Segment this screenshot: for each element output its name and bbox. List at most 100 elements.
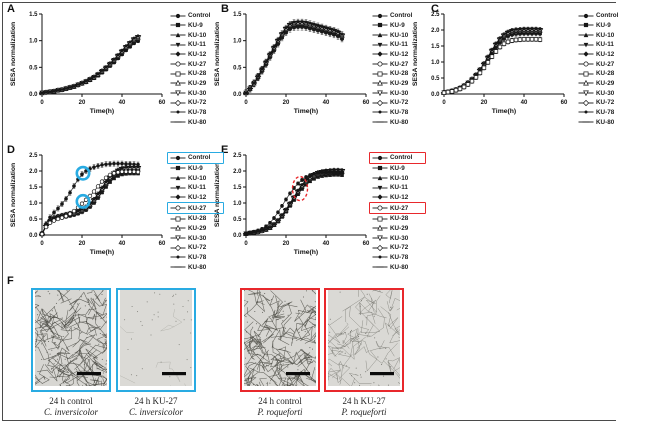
legend-marker-icon	[578, 121, 594, 123]
svg-text:0.0: 0.0	[431, 92, 440, 98]
legend-marker-icon	[170, 121, 186, 123]
legend-label: KU-9	[390, 164, 405, 172]
series-ku-29	[243, 168, 345, 236]
legend-label: KU-30	[596, 89, 615, 97]
legend-label: KU-9	[390, 21, 405, 29]
legend-item-ku-11: KU-11	[372, 183, 426, 193]
micrograph-caption-line1: 24 h control	[258, 396, 302, 406]
micrograph-1: 24 h control C. inversicolor	[21, 257, 129, 418]
legend-marker-icon	[578, 90, 594, 97]
legend-item-ku-10: KU-10	[372, 173, 426, 183]
legend-label: Control	[188, 12, 211, 20]
legend-marker-icon	[170, 90, 186, 97]
legend-marker-icon	[170, 205, 186, 211]
svg-text:40: 40	[323, 100, 330, 106]
legend-marker-icon	[372, 255, 388, 259]
legend-marker-icon	[578, 32, 594, 38]
legend-label: KU-11	[390, 184, 408, 192]
legend-item-ku-9: KU-9	[372, 21, 426, 31]
legend-item-ku-27: KU-27	[372, 59, 426, 69]
svg-text:1.5: 1.5	[233, 12, 242, 18]
svg-text:Time(h): Time(h)	[90, 108, 114, 115]
legend-marker-icon	[578, 13, 594, 18]
legend-item-ku-10: KU-10	[170, 173, 224, 183]
legend-label: KU-27	[188, 204, 207, 212]
legend-marker-icon	[372, 244, 388, 251]
legend-item-ku-80: KU-80	[170, 117, 224, 127]
panel-label-a: A	[7, 3, 15, 15]
legend-label: Control	[596, 12, 619, 20]
micrograph-caption-line2: C. inversicolor	[129, 407, 183, 417]
panel-a-chart: 0.0 0.5 1.0 1.5 0 20 40 60 SESA normalization Tim…	[8, 6, 168, 120]
legend-marker-icon	[372, 61, 388, 67]
svg-text:1.0: 1.0	[29, 201, 38, 207]
series-ku-29	[39, 34, 141, 96]
panel-c-legend: Control KU-9 KU-10 KU-11 KU-12 KU-27 KU-28 KU-2…	[578, 11, 632, 127]
legend-marker-icon	[170, 23, 186, 28]
legend-marker-icon	[372, 166, 388, 171]
legend-label: KU-27	[596, 60, 615, 68]
svg-text:1.0: 1.0	[233, 39, 242, 45]
svg-text:60: 60	[363, 241, 370, 247]
legend-label: KU-29	[188, 224, 207, 232]
legend-label: KU-72	[188, 244, 207, 252]
legend-marker-icon	[578, 110, 594, 114]
legend-label: KU-28	[188, 215, 207, 223]
legend-label: KU-11	[188, 41, 206, 49]
svg-text:2.5: 2.5	[29, 153, 38, 159]
legend-item-ku-30: KU-30	[372, 88, 426, 98]
legend-item-ku-10: KU-10	[578, 30, 632, 40]
panel-b-legend: Control KU-9 KU-10 KU-11 KU-12 KU-27 KU-28 KU-2…	[372, 11, 426, 127]
legend-marker-icon	[372, 185, 388, 191]
panel-c-chart: 0.0 0.5 1.0 1.5 2.0 2.5 0 20 40 60 SESA normalizat…	[410, 6, 570, 120]
svg-text:Time(h): Time(h)	[492, 108, 516, 115]
legend-label: KU-80	[188, 118, 207, 126]
legend-marker-icon	[170, 225, 186, 231]
legend-item-ku-12: KU-12	[372, 50, 426, 60]
svg-text:1.5: 1.5	[233, 185, 242, 191]
svg-text:0: 0	[40, 100, 44, 106]
legend-label: Control	[188, 154, 211, 162]
legend-label: KU-29	[390, 224, 409, 232]
legend-marker-icon	[372, 13, 388, 18]
legend-marker-icon	[372, 71, 388, 77]
svg-text:1.5: 1.5	[29, 185, 38, 191]
svg-text:40: 40	[119, 100, 126, 106]
legend-marker-icon	[170, 155, 186, 160]
svg-text:20: 20	[283, 241, 290, 247]
svg-text:60: 60	[561, 100, 568, 106]
svg-text:20: 20	[283, 100, 290, 106]
scale-bar	[286, 372, 310, 376]
legend-item-ku-11: KU-11	[170, 183, 224, 193]
legend-item-ku-27: KU-27	[369, 202, 426, 214]
legend-item-ku-30: KU-30	[372, 233, 426, 243]
micrograph-4: 24 h KU-27 P. roqueforti	[310, 276, 413, 418]
micrograph-image	[213, 260, 345, 421]
micrograph-image-frame	[213, 260, 345, 421]
legend-item-ku-9: KU-9	[372, 164, 426, 174]
legend-label: KU-12	[390, 193, 409, 201]
legend-label: KU-30	[188, 89, 207, 97]
legend-item-ku-29: KU-29	[170, 79, 224, 89]
micrograph-image	[104, 290, 192, 398]
svg-text:0: 0	[40, 241, 44, 247]
svg-text:1.0: 1.0	[431, 60, 440, 66]
legend-marker-icon	[170, 175, 186, 181]
legend-marker-icon	[170, 166, 186, 171]
svg-text:0.5: 0.5	[29, 65, 38, 71]
legend-item-ku-28: KU-28	[372, 69, 426, 79]
legend-marker-icon	[170, 42, 186, 48]
legend-label: KU-28	[390, 215, 409, 223]
legend-label: KU-29	[596, 79, 615, 87]
legend-item-ku-80: KU-80	[372, 117, 426, 127]
legend-marker-icon	[578, 71, 594, 77]
legend-label: KU-30	[390, 234, 409, 242]
legend-label: KU-27	[390, 204, 409, 212]
svg-text:SESA normalization: SESA normalization	[10, 163, 17, 227]
legend-label: KU-78	[188, 253, 207, 261]
series-ku-27	[39, 169, 141, 237]
legend-marker-icon	[372, 32, 388, 38]
series-control	[244, 170, 344, 236]
panel-e-plot: 0.0 0.5 1.0 1.5 2.0 2.5 0 20 40 60 SESA normalizat…	[214, 153, 370, 256]
